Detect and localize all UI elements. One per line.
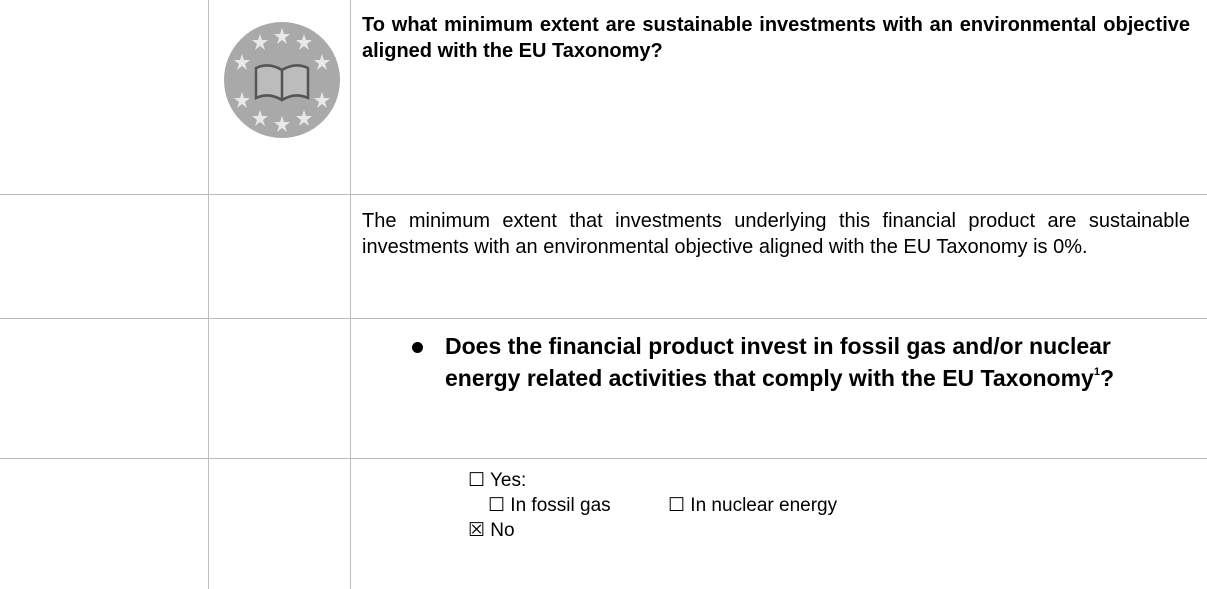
column-border xyxy=(208,0,209,589)
option-no: ☒ No xyxy=(468,520,515,541)
column-border xyxy=(350,0,351,589)
footnote-ref: 1 xyxy=(1093,366,1100,378)
option-fossil-gas: ☐ In fossil gas xyxy=(488,495,611,516)
sub-question-text: Does the financial product invest in fos… xyxy=(445,333,1111,391)
row-border xyxy=(0,318,1207,319)
answer: The minimum extent that investments unde… xyxy=(362,210,1190,258)
eu-taxonomy-icon xyxy=(224,22,340,138)
bullet xyxy=(412,342,423,353)
question: To what minimum extent are sustainable i… xyxy=(362,14,1190,62)
row-border xyxy=(0,194,1207,195)
row-border xyxy=(0,458,1207,459)
option-yes: ☐ Yes: xyxy=(468,470,527,491)
sub-question: Does the financial product invest in fos… xyxy=(445,330,1165,394)
option-nuclear-energy: ☐ In nuclear energy xyxy=(668,495,838,516)
sub-question-end: ? xyxy=(1099,365,1115,391)
